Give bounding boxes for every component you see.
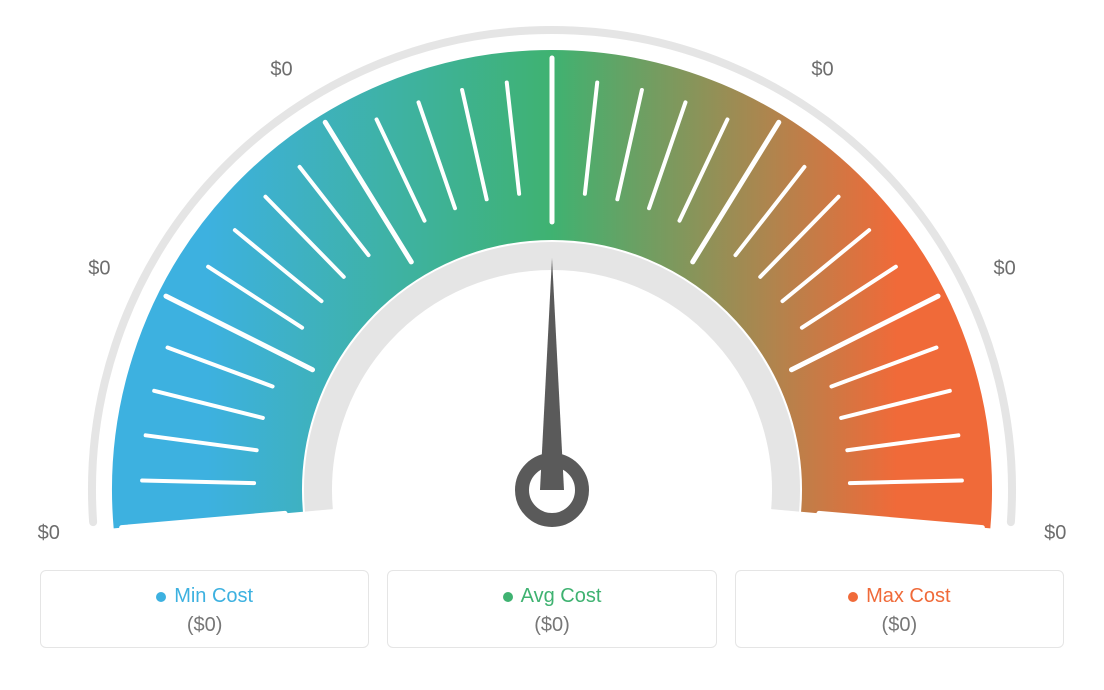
- legend-value-max: ($0): [746, 614, 1053, 637]
- gauge-chart-container: $0$0$0$0$0$0$0 Min Cost ($0) Avg Cost ($…: [0, 0, 1104, 690]
- legend-card-min: Min Cost ($0): [40, 570, 369, 648]
- dot-icon: [848, 592, 858, 602]
- gauge-area: $0$0$0$0$0$0$0: [0, 10, 1104, 570]
- dot-icon: [503, 592, 513, 602]
- legend-card-max: Max Cost ($0): [735, 570, 1064, 648]
- svg-text:$0: $0: [270, 59, 292, 81]
- legend-label-max: Max Cost: [848, 585, 950, 608]
- svg-text:$0: $0: [811, 59, 833, 81]
- dot-icon: [156, 592, 166, 602]
- legend-value-min: ($0): [51, 614, 358, 637]
- svg-text:$0: $0: [1044, 522, 1066, 544]
- gauge-svg: $0$0$0$0$0$0$0: [0, 10, 1104, 570]
- legend-card-avg: Avg Cost ($0): [387, 570, 716, 648]
- legend-label-min: Min Cost: [156, 585, 253, 608]
- legend-label-avg: Avg Cost: [503, 585, 602, 608]
- legend-label-text: Avg Cost: [521, 585, 602, 608]
- svg-text:$0: $0: [993, 257, 1015, 279]
- legend-value-avg: ($0): [398, 614, 705, 637]
- legend-row: Min Cost ($0) Avg Cost ($0) Max Cost ($0…: [0, 570, 1104, 648]
- svg-text:$0: $0: [38, 522, 60, 544]
- svg-text:$0: $0: [88, 257, 110, 279]
- legend-label-text: Max Cost: [866, 585, 950, 608]
- legend-label-text: Min Cost: [174, 585, 253, 608]
